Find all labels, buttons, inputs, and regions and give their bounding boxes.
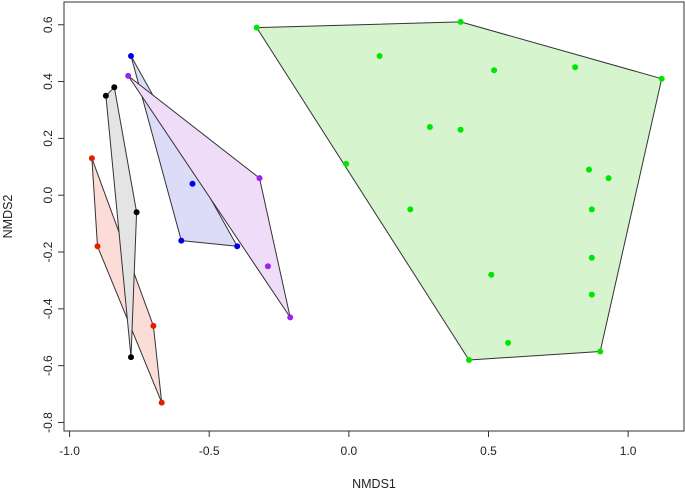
x-tick-label: 1.0 bbox=[620, 444, 637, 458]
plot-frame bbox=[63, 1, 685, 432]
point-group-1 bbox=[466, 357, 472, 363]
point-group-1 bbox=[407, 206, 414, 213]
point-group-3 bbox=[102, 92, 109, 99]
point-group-2 bbox=[150, 322, 157, 329]
point-group-1 bbox=[457, 126, 464, 133]
point-group-1 bbox=[488, 271, 495, 278]
y-tick-label: -0.6 bbox=[41, 355, 55, 376]
point-group-1 bbox=[658, 75, 665, 82]
point-group-3 bbox=[128, 354, 134, 361]
point-group-1 bbox=[457, 18, 464, 25]
y-tick-label: 0.6 bbox=[41, 16, 55, 33]
y-tick-label: 0.4 bbox=[41, 73, 55, 90]
y-axis-title: NMDS2 bbox=[1, 195, 15, 239]
y-tick-label: 0.2 bbox=[41, 130, 55, 147]
point-group-1 bbox=[605, 175, 612, 182]
point-group-1 bbox=[426, 124, 433, 130]
y-tick-label: -0.8 bbox=[41, 412, 55, 433]
x-tick-label: 0.0 bbox=[341, 444, 358, 458]
point-group-1 bbox=[505, 339, 512, 346]
point-group-1 bbox=[588, 291, 595, 298]
x-tick-label: -1.0 bbox=[59, 444, 80, 458]
point-group-1 bbox=[253, 24, 260, 31]
point-group-1 bbox=[588, 206, 595, 213]
point-group-1 bbox=[597, 348, 604, 355]
point-group-3 bbox=[111, 84, 118, 91]
x-axis: -1.0 -0.5 0.0 0.5 1.0 bbox=[59, 431, 637, 458]
y-axis: -0.8 -0.6 -0.4 -0.2 0.0 0.2 0.4 0.6 bbox=[41, 16, 64, 433]
point-group-5 bbox=[125, 72, 132, 79]
point-group-4 bbox=[128, 53, 134, 59]
x-axis-title: NMDS1 bbox=[352, 477, 396, 491]
point-group-2 bbox=[94, 243, 101, 250]
point-group-1 bbox=[343, 160, 350, 167]
hull-group-5 bbox=[127, 75, 291, 318]
hull-group-1 bbox=[256, 21, 663, 361]
x-tick-label: -0.5 bbox=[199, 444, 220, 458]
point-group-1 bbox=[572, 64, 579, 71]
point-group-5 bbox=[264, 263, 271, 270]
hull-layer bbox=[91, 21, 663, 404]
y-tick-label: 0.0 bbox=[41, 187, 55, 204]
point-group-2 bbox=[158, 399, 165, 406]
y-tick-label: -0.4 bbox=[41, 298, 55, 319]
point-group-1 bbox=[588, 254, 595, 261]
point-group-2 bbox=[88, 155, 95, 162]
point-group-5 bbox=[256, 175, 263, 182]
point-layer bbox=[88, 18, 665, 406]
x-tick-label: 0.5 bbox=[480, 444, 497, 458]
point-group-1 bbox=[586, 166, 592, 173]
point-group-1 bbox=[491, 67, 498, 74]
point-group-4 bbox=[234, 243, 241, 250]
point-group-3 bbox=[133, 209, 140, 216]
point-group-1 bbox=[376, 53, 383, 59]
point-group-5 bbox=[287, 314, 294, 321]
point-group-4 bbox=[178, 237, 185, 244]
point-group-4 bbox=[189, 180, 196, 187]
y-tick-label: -0.2 bbox=[41, 241, 55, 262]
